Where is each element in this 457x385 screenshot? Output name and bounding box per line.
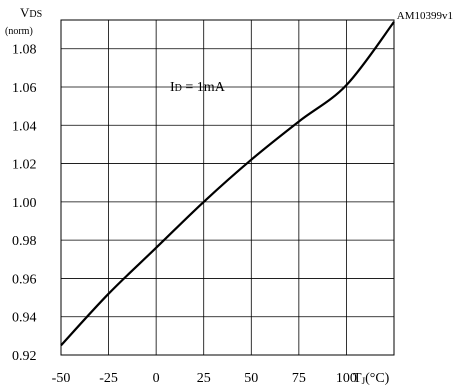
x-tick-label: 25 <box>197 371 211 385</box>
x-axis-label-main: T <box>353 371 362 385</box>
y-tick-label: 0.96 <box>12 272 37 287</box>
x-tick-label: 75 <box>292 371 306 385</box>
x-axis-label: TJ(°C) <box>353 371 390 385</box>
x-tick-label: -25 <box>99 371 118 385</box>
y-tick-label: 0.98 <box>12 234 37 249</box>
x-tick-label: 50 <box>244 371 258 385</box>
y-axis-label-main: V <box>20 5 30 20</box>
x-tick-label: 0 <box>153 371 160 385</box>
y-axis-label-sub: DS <box>29 9 42 20</box>
annotation-id-1ma: ID = 1mA <box>170 80 226 95</box>
y-tick-label: 1.08 <box>12 43 37 58</box>
x-axis-label-sub: J <box>362 376 366 385</box>
y-tick-label: 1.00 <box>12 196 37 211</box>
annotation-rest: = 1mA <box>182 80 226 95</box>
y-tick-label: 0.94 <box>12 311 37 326</box>
x-tick-label: 100 <box>336 371 357 385</box>
plot-frame <box>60 19 395 356</box>
annotation-sub: D <box>175 83 182 94</box>
y-tick-label: 0.92 <box>12 349 37 364</box>
x-axis-label-unit: (°C) <box>365 371 390 385</box>
figure-id: AM10399v1 <box>397 10 453 22</box>
series-line-vds <box>60 21 395 347</box>
y-tick-label: 1.06 <box>12 81 37 96</box>
annotation-main: I <box>170 80 175 95</box>
x-tick-label: -50 <box>52 371 71 385</box>
y-tick-label: 1.02 <box>12 158 37 173</box>
y-axis-label-note: (norm) <box>5 26 33 37</box>
y-axis-label: VDS <box>20 5 42 20</box>
y-tick-label: 1.04 <box>12 119 37 134</box>
